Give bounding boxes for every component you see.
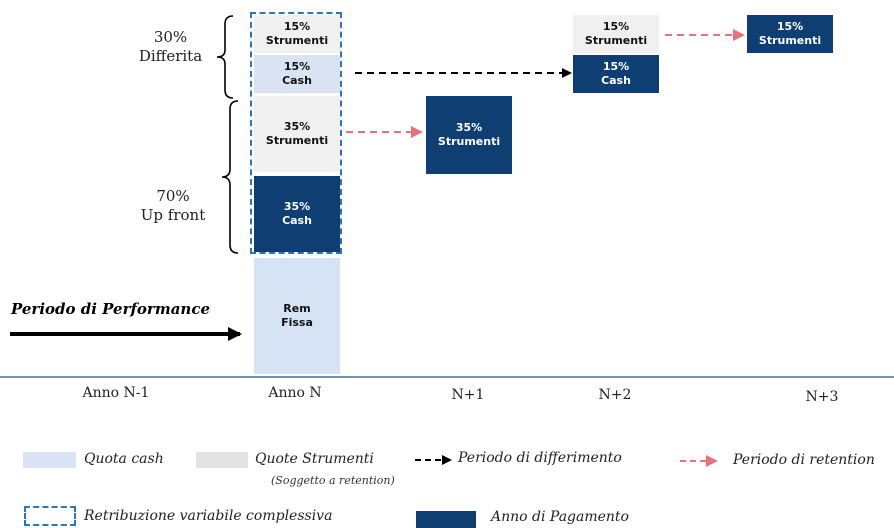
upfront-group-label: 70% Up front: [140, 187, 206, 224]
legend-label-retention: Periodo di retention: [733, 452, 875, 468]
legend-label-deferral: Periodo di differimento: [458, 450, 622, 466]
upfront-brace: [221, 100, 239, 254]
legend-label-anno-pagamento: Anno di Pagamento: [491, 509, 629, 525]
variable-pay-dashed-outline: [250, 12, 342, 254]
anno-n-strumenti-35: 35% Strumenti: [254, 96, 340, 172]
legend-label-cash: Quota cash: [84, 451, 164, 467]
n2-cash-15: 15% Cash: [573, 55, 659, 93]
axis-label-n1: N+1: [451, 387, 485, 403]
performance-label: Periodo di Performance: [11, 300, 211, 318]
axis-label-anno-n-1: Anno N-1: [82, 385, 150, 401]
n1-strumenti-35: 35% Strumenti: [426, 96, 512, 174]
n3-strumenti-15: 15% Strumenti: [747, 15, 833, 53]
legend-swatch-dashed: [24, 506, 76, 526]
rem-fissa-box: Rem Fissa: [254, 258, 340, 374]
legend-deferral-arrow-icon: [415, 455, 452, 465]
anno-n-cash-35: 35% Cash: [254, 176, 340, 252]
n2-strumenti-15: 15% Strumenti: [573, 15, 659, 53]
legend-swatch-cash: [23, 452, 76, 468]
legend-label-retribuzione: Retribuzione variabile complessiva: [84, 508, 333, 524]
anno-n-strumenti-15: 15% Strumenti: [254, 15, 340, 53]
anno-n-cash-15: 15% Cash: [254, 55, 340, 93]
legend-swatch-strumenti: [196, 452, 248, 468]
deferred-group-label: 30% Differita: [138, 28, 203, 65]
legend-label-strumenti: Quote Strumenti: [255, 451, 374, 467]
legend-swatch-navy: [416, 511, 476, 528]
legend-retention-arrow-icon: [680, 455, 718, 467]
axis-label-n2: N+2: [598, 387, 632, 403]
deferred-brace: [216, 15, 234, 99]
legend-label-strumenti-sub: (Soggetto a retention): [271, 474, 395, 487]
axis-label-anno-n: Anno N: [268, 385, 322, 401]
axis-label-n3: N+3: [805, 389, 839, 405]
